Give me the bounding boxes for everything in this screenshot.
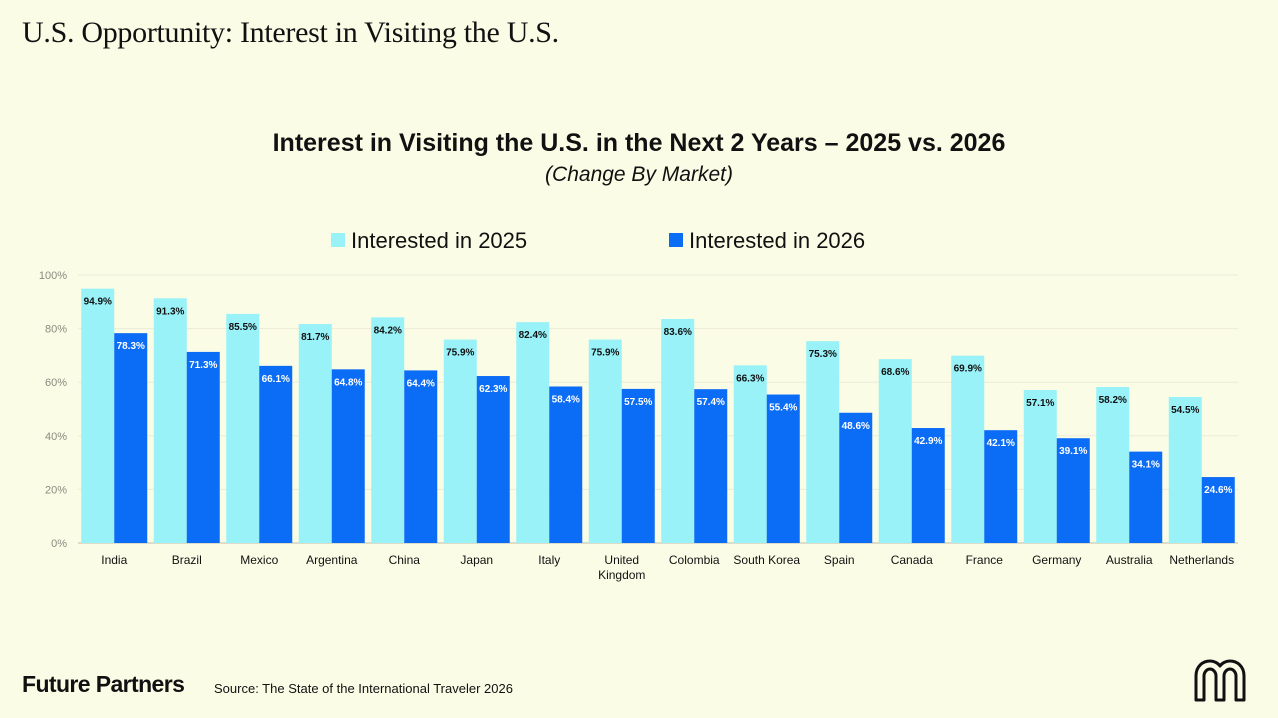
bar-value-label: 62.3%: [479, 384, 507, 395]
page-title: U.S. Opportunity: Interest in Visiting t…: [22, 16, 559, 49]
y-tick-label: 100%: [39, 270, 67, 282]
source-note: Source: The State of the International T…: [214, 681, 513, 696]
bar-2026: [476, 376, 510, 543]
bar-value-label: 91.3%: [156, 306, 184, 317]
x-tick-label: Colombia: [669, 553, 720, 567]
bar-2025: [1096, 387, 1130, 543]
bar-2025: [81, 288, 115, 543]
bar-value-label: 55.4%: [769, 403, 797, 414]
bar-value-label: 64.4%: [407, 378, 435, 389]
bar-2025: [1023, 389, 1057, 543]
legend-label-2025: Interested in 2025: [351, 228, 527, 253]
bar-value-label: 58.2%: [1099, 395, 1127, 406]
legend-label-2026: Interested in 2026: [689, 228, 865, 253]
bar-2026: [114, 333, 148, 543]
bar-value-label: 66.1%: [262, 374, 290, 385]
bar-2025: [226, 313, 260, 543]
bar-2025: [516, 322, 550, 543]
bar-value-label: 39.1%: [1059, 446, 1087, 457]
bar-value-label: 82.4%: [519, 330, 547, 341]
bar-2026: [621, 388, 655, 543]
bar-2025: [443, 339, 477, 543]
bar-2026: [1129, 451, 1163, 543]
bar-value-label: 75.3%: [809, 349, 837, 360]
bar-2026: [694, 389, 728, 543]
bar-2025: [1168, 396, 1202, 543]
y-tick-label: 40%: [45, 431, 67, 443]
x-tick-label: China: [389, 553, 421, 567]
bar-2025: [733, 365, 767, 543]
x-tick-label: Italy: [538, 553, 560, 567]
bar-value-label: 48.6%: [842, 421, 870, 432]
bar-value-label: 68.6%: [881, 367, 909, 378]
x-tick-label: South Korea: [733, 553, 800, 567]
legend-swatch-2026: [669, 233, 683, 247]
bar-2025: [878, 359, 912, 543]
bar-2025: [951, 355, 985, 543]
x-tick-label: France: [966, 553, 1004, 567]
bar-2025: [298, 324, 332, 543]
x-tick-label: Canada: [891, 553, 933, 567]
y-tick-label: 20%: [45, 484, 67, 496]
bar-value-label: 75.9%: [591, 348, 619, 359]
bar-value-label: 78.3%: [117, 341, 145, 352]
bar-value-label: 57.5%: [624, 397, 652, 408]
bar-value-label: 94.9%: [84, 297, 112, 308]
bar-value-label: 84.2%: [374, 325, 402, 336]
bar-value-label: 57.1%: [1026, 398, 1054, 409]
bar-2026: [1056, 438, 1090, 543]
bar-2025: [806, 341, 840, 543]
x-tick-label: India: [101, 553, 127, 567]
legend-swatch-2025: [331, 233, 345, 247]
bar-value-label: 71.3%: [189, 360, 217, 371]
future-partners-logo-icon: [1194, 659, 1246, 702]
bar-value-label: 75.9%: [446, 348, 474, 359]
bar-2026: [839, 412, 873, 543]
bar-value-label: 83.6%: [664, 327, 692, 338]
bar-2025: [588, 339, 622, 543]
bar-2026: [259, 365, 293, 543]
x-tick-label: Australia: [1106, 553, 1153, 567]
bar-2025: [371, 317, 405, 543]
chart-title: Interest in Visiting the U.S. in the Nex…: [273, 129, 1006, 157]
bar-value-label: 24.6%: [1204, 485, 1232, 496]
brand-name: Future Partners: [22, 671, 185, 697]
bar-value-label: 69.9%: [954, 364, 982, 375]
x-tick-label: Mexico: [240, 553, 278, 567]
y-tick-label: 60%: [45, 377, 67, 389]
x-tick-label: Brazil: [172, 553, 202, 567]
bar-2026: [984, 430, 1018, 543]
bar-2026: [1201, 477, 1235, 543]
bar-value-label: 42.1%: [987, 438, 1015, 449]
bar-2026: [766, 394, 800, 543]
x-tick-label: Germany: [1032, 553, 1081, 567]
bar-value-label: 81.7%: [301, 332, 329, 343]
bar-value-label: 42.9%: [914, 436, 942, 447]
bar-2026: [911, 428, 945, 543]
y-tick-label: 80%: [45, 324, 67, 336]
x-tick-label: Netherlands: [1169, 553, 1234, 567]
bar-value-label: 34.1%: [1132, 460, 1160, 471]
bar-2025: [661, 318, 695, 543]
bar-2025: [153, 298, 187, 543]
bar-value-label: 64.8%: [334, 377, 362, 388]
x-tick-label: Japan: [460, 553, 493, 567]
bar-2026: [331, 369, 365, 543]
x-tick-label: Spain: [824, 553, 855, 567]
bar-2026: [404, 370, 438, 543]
x-tick-label: Argentina: [306, 553, 358, 567]
y-tick-label: 0%: [51, 538, 67, 550]
x-tick-label: Kingdom: [598, 568, 645, 582]
bar-value-label: 66.3%: [736, 373, 764, 384]
bar-value-label: 54.5%: [1171, 405, 1199, 416]
x-tick-label: United: [604, 553, 639, 567]
bar-value-label: 58.4%: [552, 394, 580, 405]
bar-value-label: 85.5%: [229, 322, 257, 333]
chart-subtitle: (Change By Market): [545, 163, 733, 186]
bar-chart: Interest in Visiting the U.S. in the Nex…: [39, 129, 1238, 582]
bar-value-label: 57.4%: [697, 397, 725, 408]
bar-2026: [186, 351, 220, 543]
bar-2026: [549, 386, 583, 543]
